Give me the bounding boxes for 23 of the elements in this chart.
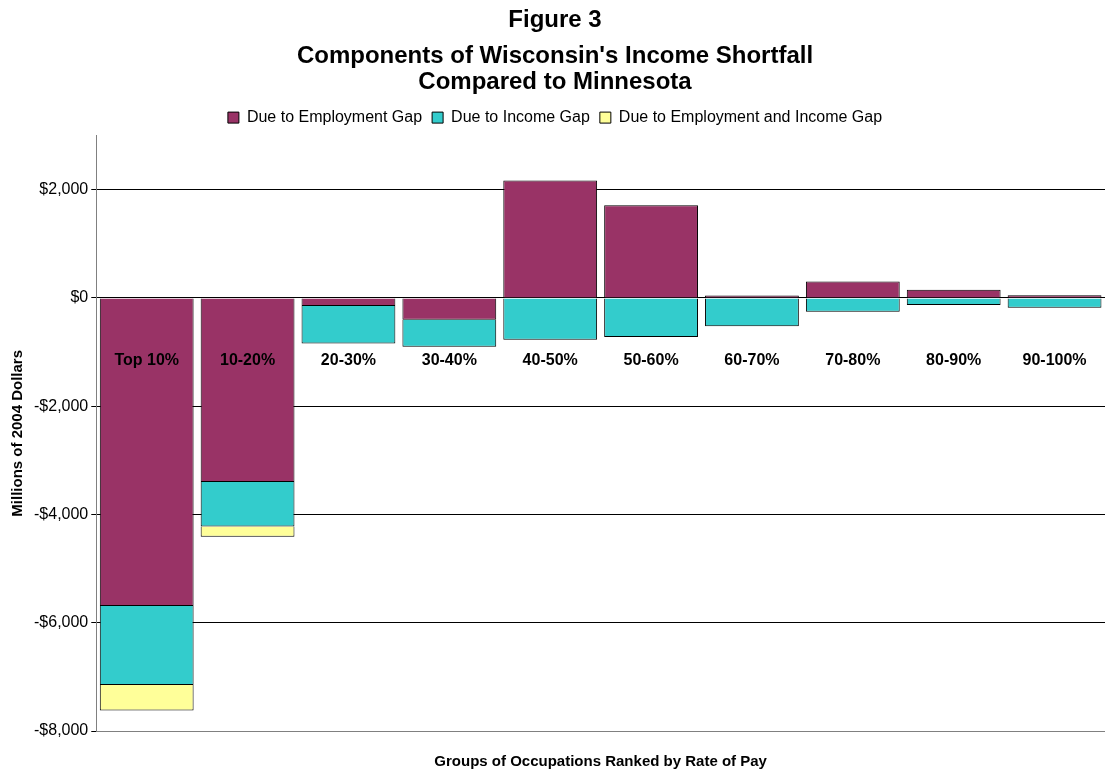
x-tick-label: 20-30%	[320, 351, 377, 369]
y-tick-label: -$4,000	[34, 504, 89, 522]
chart-subtitle: Components of Wisconsin's Income Shortfall Compared to Minnesota	[296, 40, 814, 95]
x-tick-label: 50-60%	[623, 351, 679, 369]
y-tick-label: $2,000	[39, 180, 89, 198]
legend-label: Due to Employment and Income Gap	[618, 108, 883, 126]
chart-title: Figure 3	[508, 5, 602, 33]
x-tick-label: 10-20%	[220, 351, 276, 369]
y-tick-label: $0	[70, 288, 89, 306]
x-tick-label: 60-70%	[724, 351, 780, 369]
x-axis-title: Groups of Occupations Ranked by Rate of Pay	[434, 752, 768, 770]
y-tick-label: -$8,000	[34, 721, 89, 739]
x-tick-label: 30-40%	[421, 351, 477, 369]
x-tick-label: Top 10%	[114, 351, 180, 369]
x-tick-label: 40-50%	[522, 351, 578, 369]
legend-label: Due to Employment Gap	[246, 108, 423, 126]
y-tick-label: -$2,000	[34, 396, 89, 414]
x-tick-label: 70-80%	[825, 351, 881, 369]
x-tick-label: 90-100%	[1022, 351, 1087, 369]
x-tick-label: 80-90%	[926, 351, 982, 369]
legend-label: Due to Income Gap	[451, 108, 590, 126]
y-tick-label: -$6,000	[34, 613, 89, 631]
y-axis-title: Millions of 2004 Dollars	[8, 349, 26, 517]
